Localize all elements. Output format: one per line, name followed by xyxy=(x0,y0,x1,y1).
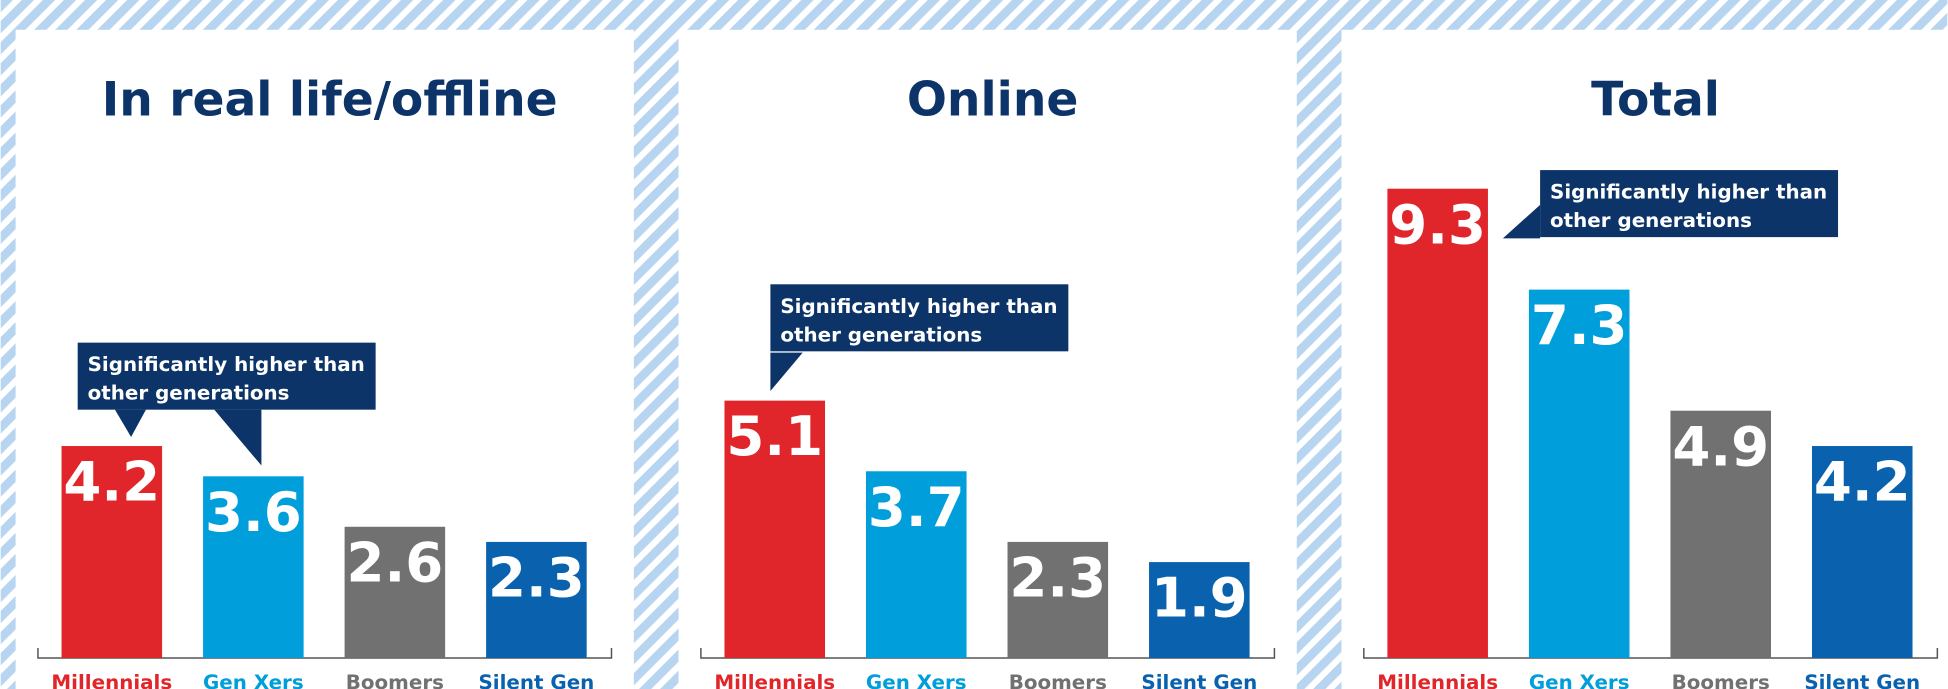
bar xyxy=(865,471,967,658)
callout-text: Significantly higher than other generati… xyxy=(87,352,365,405)
panel-title: Online xyxy=(907,72,1079,127)
bar xyxy=(724,400,826,658)
x-axis xyxy=(700,648,1276,659)
category-label: Boomers xyxy=(1672,671,1770,689)
category-label: Gen Xers xyxy=(866,671,967,689)
panel-title: Total xyxy=(1591,72,1720,127)
bar xyxy=(1528,289,1630,658)
callout-box xyxy=(77,342,376,410)
value-label: 2.3 xyxy=(1009,546,1106,610)
callout-tail xyxy=(214,409,262,466)
category-label: Gen Xers xyxy=(1529,671,1630,689)
bar xyxy=(1670,410,1772,658)
value-label: 4.2 xyxy=(1814,450,1911,514)
bar xyxy=(1387,188,1488,658)
category-label: Millennials xyxy=(714,671,835,689)
callout-tail xyxy=(114,409,146,437)
panel: Total 9.3 Millennials 7.3 Gen Xers 4.9 Boomers… xyxy=(1341,29,1948,689)
callout: Significantly higher than other generati… xyxy=(1550,180,1828,233)
value-label: 5.1 xyxy=(726,404,823,468)
category-label: Silent Gen xyxy=(1804,671,1920,689)
category-label: Silent Gen xyxy=(478,671,594,689)
panel-title: In real life/offline xyxy=(102,72,558,127)
bar xyxy=(486,541,587,658)
value-label: 3.7 xyxy=(868,475,965,539)
category-label: Millennials xyxy=(51,671,172,689)
bar xyxy=(1007,541,1109,658)
x-axis xyxy=(37,648,613,659)
value-label: 4.9 xyxy=(1672,414,1769,478)
value-label: 1.9 xyxy=(1151,566,1248,630)
callout-box xyxy=(770,284,1069,352)
category-label: Boomers xyxy=(1009,671,1107,689)
callout-text: Significantly higher than other generati… xyxy=(1550,180,1828,233)
bar xyxy=(61,446,163,658)
x-axis xyxy=(1363,648,1939,659)
value-label: 2.6 xyxy=(346,530,443,594)
panel: In real life/offline 4.2 Millennials 3.6 Gen… xyxy=(15,29,634,689)
panel: Online 5.1 Millennials 3.7 Gen Xers 2.3 Boomer… xyxy=(678,29,1297,689)
callout: Significantly higher than other generati… xyxy=(780,294,1058,347)
value-label: 9.3 xyxy=(1389,192,1486,256)
callout-text: Significantly higher than other generati… xyxy=(780,294,1058,347)
callout: Significantly higher than other generati… xyxy=(87,352,365,405)
bar xyxy=(1811,446,1913,658)
bar xyxy=(344,526,446,658)
category-label: Gen Xers xyxy=(203,671,304,689)
category-label: Boomers xyxy=(346,671,444,689)
value-label: 2.3 xyxy=(488,546,585,610)
value-label: 7.3 xyxy=(1531,293,1628,357)
value-label: 4.2 xyxy=(63,450,160,514)
category-label: Silent Gen xyxy=(1141,671,1257,689)
value-label: 3.6 xyxy=(205,480,302,544)
category-label: Millennials xyxy=(1377,671,1498,689)
bar xyxy=(1149,562,1250,658)
callout-box xyxy=(1540,170,1839,238)
bar xyxy=(203,476,304,658)
